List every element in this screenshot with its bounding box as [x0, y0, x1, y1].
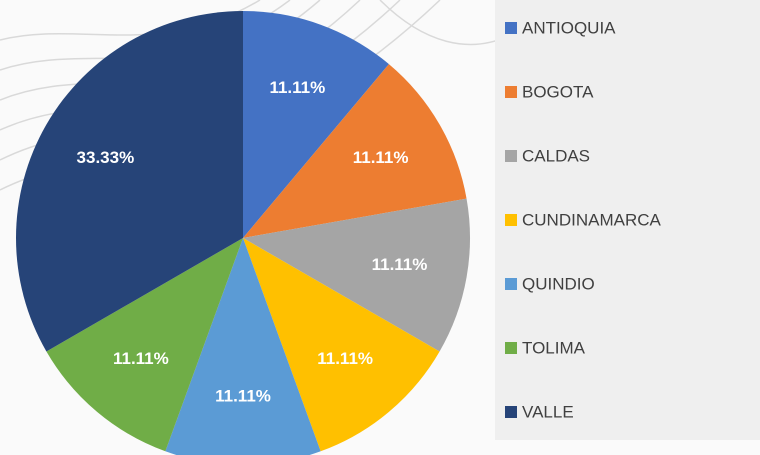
legend: ANTIOQUIA BOGOTA CALDAS CUNDINAMARCA QUINDIO…	[505, 18, 662, 421]
legend-background	[495, 0, 760, 440]
legend-swatch	[505, 86, 517, 98]
legend-swatch	[505, 278, 517, 290]
legend-label: CUNDINAMARCA	[522, 210, 662, 229]
pie-slice	[243, 11, 389, 238]
legend-label: TOLIMA	[522, 338, 586, 357]
legend-swatch	[505, 406, 517, 418]
legend-swatch	[505, 214, 517, 226]
legend-swatch	[505, 22, 517, 34]
slice-label: 11.11%	[317, 349, 373, 368]
legend-swatch	[505, 150, 517, 162]
legend-label: QUINDIO	[522, 274, 595, 293]
slice-label: 11.11%	[269, 78, 325, 97]
legend-label: ANTIOQUIA	[522, 18, 616, 37]
slice-label: 11.11%	[113, 349, 169, 368]
legend-label: BOGOTA	[522, 82, 594, 101]
legend-swatch	[505, 342, 517, 354]
pie-slice	[46, 238, 243, 452]
slice-label: 11.11%	[215, 386, 271, 405]
slice-label: 11.11%	[372, 255, 428, 274]
slice-label: 33.33%	[77, 148, 135, 167]
slice-label: 11.11%	[353, 148, 409, 167]
legend-label: VALLE	[522, 402, 574, 421]
pie-slice	[243, 64, 467, 238]
pie	[16, 11, 470, 455]
slice-labels: 11.11% 11.11% 11.11% 11.11% 11.11% 11.11% 33.3…	[77, 78, 428, 405]
pie-slice	[243, 238, 440, 452]
pie-slice	[243, 198, 470, 352]
pie-slice	[16, 11, 244, 352]
legend-label: CALDAS	[522, 146, 590, 165]
pie-slice	[165, 238, 321, 455]
